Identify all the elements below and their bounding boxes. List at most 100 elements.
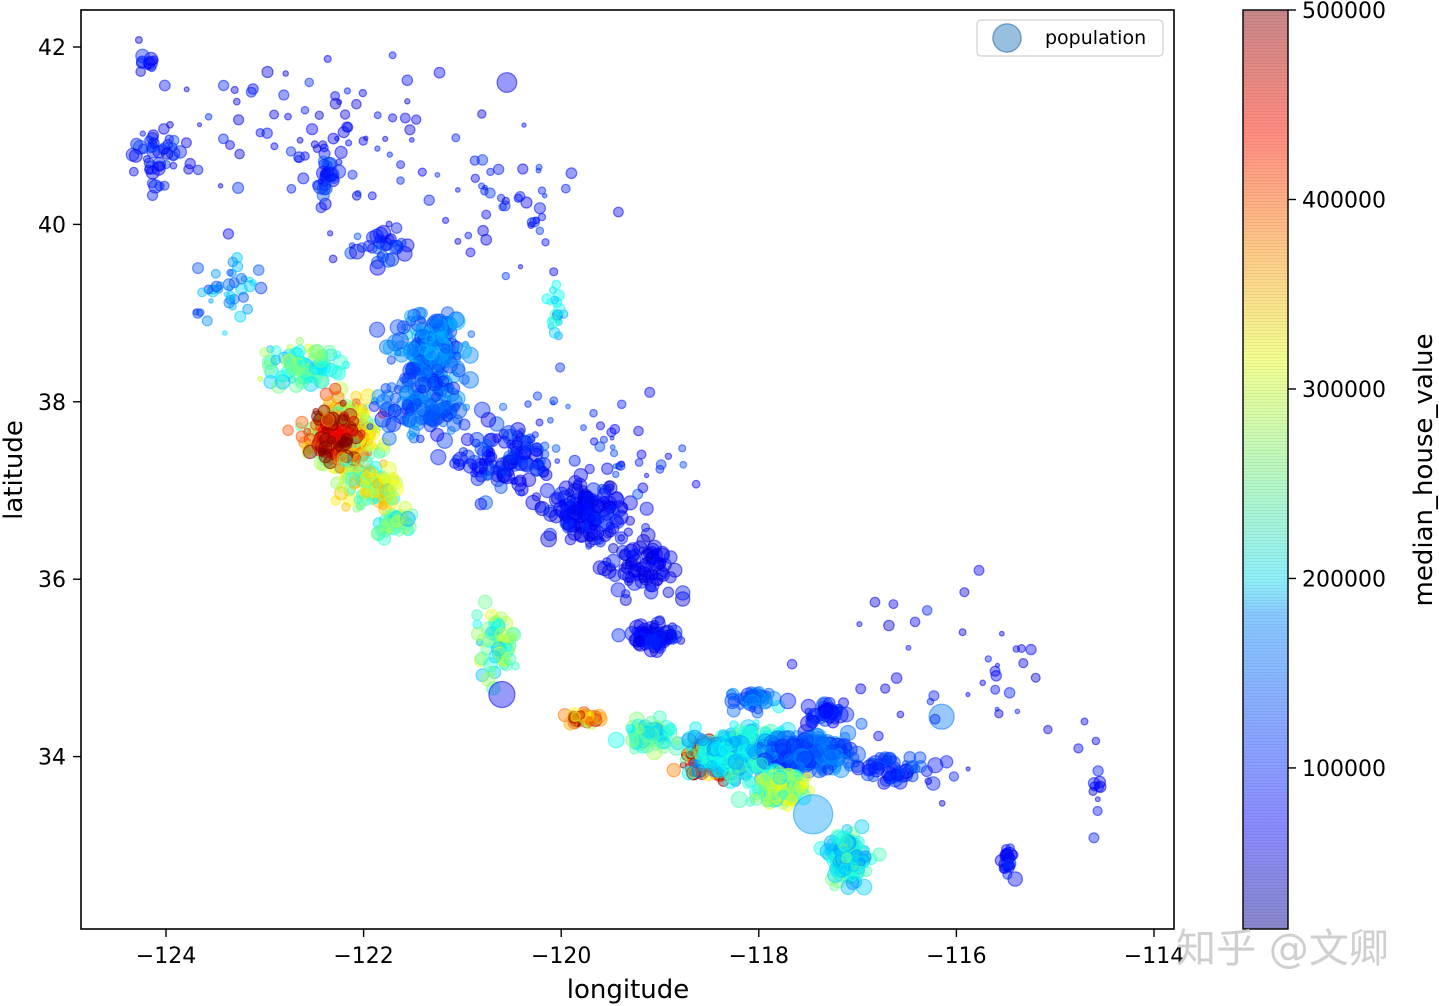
data-point [1003,858,1014,869]
data-point [183,86,190,93]
colorbar-tick-label: 200000 [1302,567,1386,592]
colorbar-tick-label: 400000 [1302,188,1386,213]
data-point [634,635,645,646]
data-point [535,167,542,174]
data-point [616,399,627,410]
data-point [492,163,505,176]
data-point [481,438,493,450]
data-point [388,51,397,60]
data-point [414,376,432,394]
data-point [166,120,174,129]
data-point [381,241,391,252]
data-point [753,745,763,755]
y-tick-label: 38 [38,391,66,416]
data-point [729,720,739,730]
data-point [560,183,571,194]
data-point [564,533,577,546]
data-point [558,499,567,508]
x-tick-label: −120 [531,944,591,969]
data-point [415,434,425,444]
data-point [675,585,691,601]
data-point [230,85,239,95]
data-point [259,347,270,358]
data-point [458,446,469,457]
data-point [485,665,497,677]
data-point [488,650,502,664]
data-point [1091,736,1101,746]
data-point [238,291,250,303]
data-point [634,458,644,467]
data-point [390,514,404,528]
data-point [316,188,330,202]
data-point [610,491,624,504]
data-point [1014,708,1021,715]
data-point [257,375,264,383]
data-point [607,542,619,554]
data-point [549,267,559,277]
data-point [601,462,614,475]
data-point [158,79,171,92]
data-point [232,97,241,106]
data-point [1043,724,1053,735]
data-point [396,160,406,170]
data-point [270,345,282,357]
data-point [387,403,402,418]
data-point [343,87,351,95]
data-point [892,774,908,790]
data-point [304,77,314,88]
colorbar-label: median_house_value [1409,334,1439,607]
data-point [337,414,349,426]
data-point [430,449,447,466]
data-point [323,54,332,64]
data-point [766,690,782,707]
data-point [938,799,946,807]
data-point [965,691,971,698]
data-point [406,430,416,440]
data-point [381,431,397,446]
data-point [459,374,470,385]
data-point [471,438,481,448]
data-point [233,114,245,126]
data-point [320,413,335,428]
data-point [358,136,368,146]
data-point [404,98,411,105]
data-point [727,753,744,770]
data-point [654,557,667,570]
data-point [286,183,297,194]
data-point [609,444,616,451]
data-point [282,70,290,77]
data-point [192,164,204,176]
data-point [450,360,466,376]
data-point [621,589,631,599]
data-point [388,113,398,123]
data-point [297,374,308,385]
plot-area [81,10,1174,929]
data-point [628,548,641,561]
data-point [269,109,280,120]
data-point [587,514,596,523]
data-point [973,564,985,576]
data-point [480,186,489,196]
data-point [134,35,143,44]
data-point [481,209,492,220]
data-point [437,331,450,344]
data-point [335,482,347,494]
data-point [838,706,855,723]
data-point [640,522,651,533]
data-point [454,186,461,193]
data-point [612,470,620,479]
colorbar-tick-label: 300000 [1302,378,1386,403]
data-point [537,457,547,466]
data-point [783,753,794,763]
data-point [558,309,569,319]
data-point [686,748,697,758]
data-point [180,137,192,149]
data-point [254,281,268,295]
data-point [855,683,867,695]
data-point [359,455,373,469]
data-point [442,216,450,224]
data-point [196,122,203,128]
data-point [389,392,402,404]
data-point [359,411,366,418]
data-point [168,151,179,162]
